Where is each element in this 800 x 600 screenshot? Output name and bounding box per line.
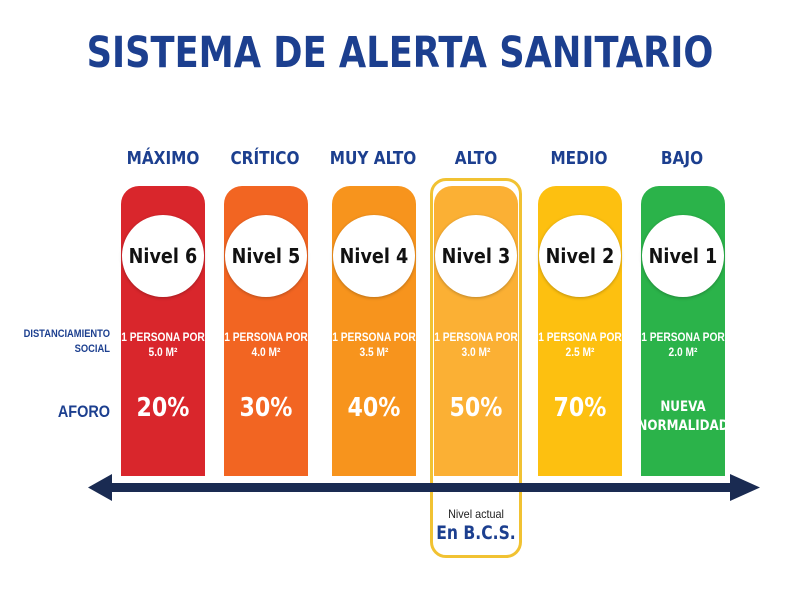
distancing-value: 1 PERSONA POR 2.0 M² xyxy=(641,330,725,359)
level-label-critico: CRÍTICO xyxy=(230,148,300,169)
level-circle-5: Nivel 5 xyxy=(225,215,307,297)
level-circle-4: Nivel 4 xyxy=(333,215,415,297)
capacity-value: 30% xyxy=(239,393,293,423)
level-label-muy-alto: MUY ALTO xyxy=(329,148,417,169)
level-number: Nivel 1 xyxy=(648,244,718,268)
level-number: Nivel 5 xyxy=(231,244,301,268)
level-circle-2: Nivel 2 xyxy=(539,215,621,297)
current-level-place: En B.C.S. xyxy=(436,522,516,544)
level-circle-3: Nivel 3 xyxy=(435,215,517,297)
level-number: Nivel 2 xyxy=(545,244,615,268)
arrow-shaft xyxy=(108,483,734,492)
distancing-value: 1 PERSONA POR 5.0 M² xyxy=(121,330,205,359)
level-circle-1: Nivel 1 xyxy=(642,215,724,297)
level-circle-6: Nivel 6 xyxy=(122,215,204,297)
level-number: Nivel 3 xyxy=(441,244,511,268)
level-label-alto: ALTO xyxy=(454,148,498,169)
capacity-value: NUEVA NORMALIDAD xyxy=(637,399,729,434)
page-title: SISTEMA DE ALERTA SANITARIO xyxy=(86,28,714,78)
capacity-value: 50% xyxy=(449,393,503,423)
distancing-value: 1 PERSONA POR 2.5 M² xyxy=(538,330,622,359)
current-level-caption: Nivel actual xyxy=(448,507,504,521)
level-scale-arrow xyxy=(88,474,760,501)
level-number: Nivel 6 xyxy=(128,244,198,268)
level-label-medio: MEDIO xyxy=(550,148,608,169)
row-label-aforo: AFORO xyxy=(57,402,110,421)
distancing-value: 1 PERSONA POR 3.5 M² xyxy=(332,330,416,359)
distancing-value: 1 PERSONA POR 4.0 M² xyxy=(224,330,308,359)
level-number: Nivel 4 xyxy=(339,244,409,268)
arrow-head-left xyxy=(88,474,112,501)
arrow-head-right xyxy=(730,474,760,501)
row-label-distanciamiento: DISTANCIAMIENTO SOCIAL xyxy=(23,328,110,355)
distancing-value: 1 PERSONA POR 3.0 M² xyxy=(434,330,518,359)
level-label-bajo: BAJO xyxy=(660,148,704,169)
capacity-value: 40% xyxy=(347,393,401,423)
current-level-highlight xyxy=(430,178,522,558)
level-label-maximo: MÁXIMO xyxy=(126,148,200,169)
capacity-value: 20% xyxy=(136,393,190,423)
capacity-value: 70% xyxy=(553,393,607,423)
